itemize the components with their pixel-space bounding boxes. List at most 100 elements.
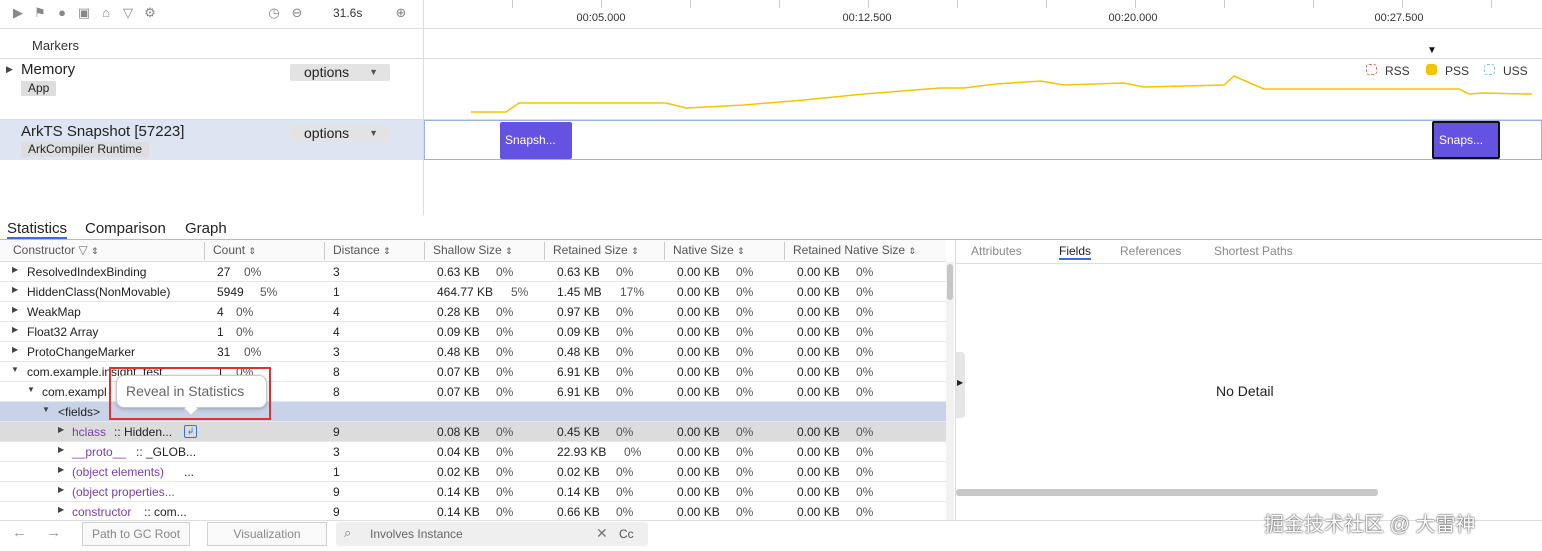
rss-legend-label: RSS (1385, 64, 1410, 78)
col-count[interactable]: Count ⇕ (213, 243, 256, 257)
selection-marker-icon: ▼ (1427, 45, 1437, 56)
tick-label: 00:05.000 (576, 12, 626, 24)
col-distance[interactable]: Distance ⇕ (333, 243, 391, 257)
memory-chart: ▼ RSS PSS USS (424, 45, 1542, 119)
table-row[interactable]: ▶ HiddenClass(NonMovable) 5949 5% 1 464.7… (0, 282, 946, 302)
home-icon[interactable]: ⌂ (102, 5, 110, 20)
tick-label: 00:27.500 (1374, 12, 1424, 24)
expand-arrow-icon[interactable]: ▶ (58, 505, 65, 514)
detail-hscrollbar[interactable] (956, 489, 1378, 496)
arkts-track-header[interactable]: ArkTS Snapshot [57223] ArkCompiler Runti… (0, 120, 423, 160)
tab-comparison[interactable]: Comparison (85, 220, 166, 237)
pss-legend-label: PSS (1445, 64, 1470, 78)
minus-circle-icon[interactable]: ⊖ (291, 5, 303, 20)
memory-options-dropdown[interactable]: options ▼ (290, 64, 390, 81)
pss-line (471, 75, 1532, 113)
table-row[interactable]: ▶ Float32 Array 1 0% 4 0.09 KB 0% 0.09 KB 0… (0, 322, 946, 342)
reveal-icon[interactable]: ↲ (184, 425, 197, 438)
flag-icon[interactable]: ⚑ (34, 5, 46, 20)
table-row[interactable]: ▼ com.exampl 8 0.07 KB 0% 6.91 KB 0% 0.00 … (0, 382, 946, 402)
watermark: 掘金技术社区 @ 大雷神 (1264, 514, 1476, 536)
tab-graph[interactable]: Graph (185, 220, 227, 237)
expand-arrow-icon[interactable]: ▶ (12, 345, 19, 354)
collapse-arrow-icon[interactable]: ▼ (42, 405, 50, 414)
plus-circle-icon[interactable]: ⊕ (395, 5, 407, 20)
search-icon: ⌕ (344, 525, 352, 540)
search-box[interactable]: ⌕ Involves Instance ✕ Cc (336, 522, 648, 546)
table-row[interactable]: ▶ (object elements) ... 1 0.02 KB 0% 0.02… (0, 462, 946, 482)
forward-arrow-icon[interactable]: → (46, 524, 61, 541)
expand-arrow-icon[interactable]: ▶ (58, 445, 65, 454)
back-arrow-icon[interactable]: ← (12, 524, 27, 541)
empty-detail-text: No Detail (1216, 383, 1274, 399)
clear-icon[interactable]: ✕ (596, 525, 608, 541)
search-input[interactable]: Involves Instance (370, 527, 463, 541)
expand-arrow-icon[interactable]: ▶ (58, 485, 65, 494)
table-row[interactable]: ▶ constructor :: com... 9 0.14 KB 0% 0.66… (0, 502, 946, 520)
arkts-title: ArkTS Snapshot [57223] (21, 123, 185, 140)
table-row[interactable]: ▶ ProtoChangeMarker 31 0% 3 0.48 KB 0% 0.4… (0, 342, 946, 362)
col-native-size[interactable]: Native Size ⇕ (673, 243, 745, 257)
gear-icon[interactable]: ⚙ (144, 5, 156, 20)
bottom-tabs-bar (0, 216, 1542, 240)
uss-legend-label: USS (1503, 64, 1528, 78)
total-time: 31.6s (333, 6, 363, 20)
pss-legend-box (1426, 64, 1437, 75)
tab-references[interactable]: References (1120, 244, 1182, 258)
memory-track-header[interactable]: ▶ Memory App options ▼ (0, 59, 423, 119)
sort-icon: ⇕ (737, 246, 745, 256)
play-icon[interactable]: ▶ (13, 5, 23, 20)
table-scrollbar[interactable] (946, 262, 954, 520)
sort-icon: ⇕ (505, 246, 513, 256)
snapshot-block[interactable]: Snapsh... (500, 122, 572, 159)
time-ruler: 00:05.000 00:12.500 00:20.000 00:27.500 (424, 0, 1542, 28)
arkts-options-dropdown[interactable]: options ▼ (290, 125, 390, 142)
clock-icon[interactable]: ◷ (268, 5, 280, 20)
sort-icon: ⇕ (631, 246, 639, 256)
sort-icon: ⇕ (383, 246, 391, 256)
caret-down-icon: ▼ (369, 67, 378, 77)
sort-icon: ⇕ (90, 246, 99, 256)
sort-icon: ⇕ (248, 246, 256, 256)
tab-statistics[interactable]: Statistics (7, 220, 68, 239)
table-row[interactable]: ▶ __proto__ :: _GLOB... 3 0.04 KB 0% 22.9… (0, 442, 946, 462)
expand-arrow-icon[interactable]: ▶ (12, 265, 19, 274)
memory-tag: App (21, 81, 57, 96)
table-row[interactable]: ▶ ResolvedIndexBinding 27 0% 3 0.63 KB 0% … (0, 262, 946, 282)
expand-arrow-icon[interactable]: ▶ (12, 285, 19, 294)
tab-shortest-paths[interactable]: Shortest Paths (1214, 244, 1293, 258)
caret-down-icon: ▼ (369, 128, 378, 138)
uss-legend-box (1484, 64, 1495, 75)
arkts-tag: ArkCompiler Runtime (21, 142, 150, 157)
panel-splitter[interactable]: ▶ (955, 352, 965, 418)
stop-icon[interactable]: ● (58, 5, 66, 20)
match-case-toggle[interactable]: Cc (619, 527, 634, 541)
snapshot-block-selected[interactable]: Snaps... (1432, 121, 1500, 159)
toolbar: ▶ ⚑ ● ▣ ⌂ ▽ ⚙ ◷ ⊖ 31.6s ⊕ (0, 0, 423, 28)
table-row-highlighted[interactable]: ▶ hclass :: Hidden... ↲ 9 0.08 KB 0% 0.45… (0, 422, 946, 442)
path-to-gc-root-button[interactable]: Path to GC Root (82, 522, 191, 546)
visualization-button[interactable]: Visualization (207, 522, 327, 546)
table-row[interactable]: ▶ WeakMap 4 0% 4 0.28 KB 0% 0.97 KB 0% 0.00… (0, 302, 946, 322)
expand-arrow-icon[interactable]: ▶ (12, 325, 19, 334)
memory-title: Memory (21, 61, 76, 78)
markers-label: Markers (32, 38, 79, 53)
collapse-arrow-icon[interactable]: ▼ (11, 365, 19, 374)
collapse-arrow-icon[interactable]: ▼ (27, 385, 35, 394)
expand-arrow-icon[interactable]: ▶ (58, 465, 65, 474)
col-retained-native-size[interactable]: Retained Native Size ⇕ (793, 243, 916, 257)
expand-arrow-icon[interactable]: ▶ (12, 305, 19, 314)
filter-icon[interactable]: ▽ (123, 5, 133, 20)
tick-label: 00:12.500 (842, 12, 892, 24)
table-header (0, 240, 946, 262)
table-row[interactable]: ▶ (object properties... 9 0.14 KB 0% 0.14… (0, 482, 946, 502)
camera-icon[interactable]: ▣ (77, 5, 91, 20)
expand-arrow-icon[interactable]: ▶ (6, 64, 13, 74)
col-constructor[interactable]: Constructor ▽ ⇕ (13, 243, 99, 257)
col-shallow-size[interactable]: Shallow Size ⇕ (433, 243, 513, 257)
tab-attributes[interactable]: Attributes (971, 244, 1022, 258)
expand-arrow-icon[interactable]: ▶ (58, 425, 65, 434)
tab-fields[interactable]: Fields (1059, 244, 1092, 260)
filter-icon[interactable]: ▽ (78, 243, 88, 257)
col-retained-size[interactable]: Retained Size ⇕ (553, 243, 639, 257)
